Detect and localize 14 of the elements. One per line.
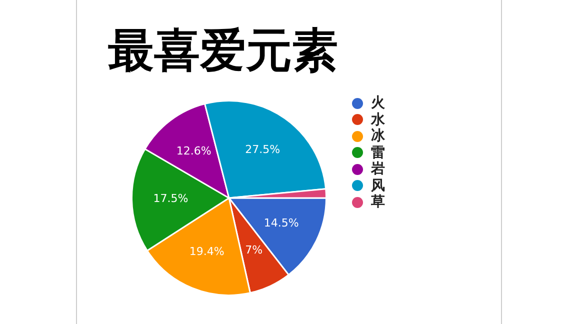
legend-label: 风 — [371, 176, 385, 194]
data-label: 27.5% — [245, 143, 280, 156]
data-label: 7% — [245, 244, 263, 257]
legend-label: 冰 — [371, 127, 385, 146]
legend-label: 雷 — [371, 144, 385, 161]
chart-title: 最喜爱元素 — [108, 22, 338, 78]
data-label: 14.5% — [264, 216, 299, 230]
data-label: 17.5% — [153, 192, 188, 206]
data-label: 12.6% — [176, 144, 212, 158]
legend-label: 岩 — [371, 160, 385, 178]
legend-label: 火 — [371, 94, 385, 112]
legend-label: 草 — [371, 193, 385, 212]
legend-label: 水 — [371, 110, 385, 128]
data-label: 19.4% — [189, 244, 224, 258]
